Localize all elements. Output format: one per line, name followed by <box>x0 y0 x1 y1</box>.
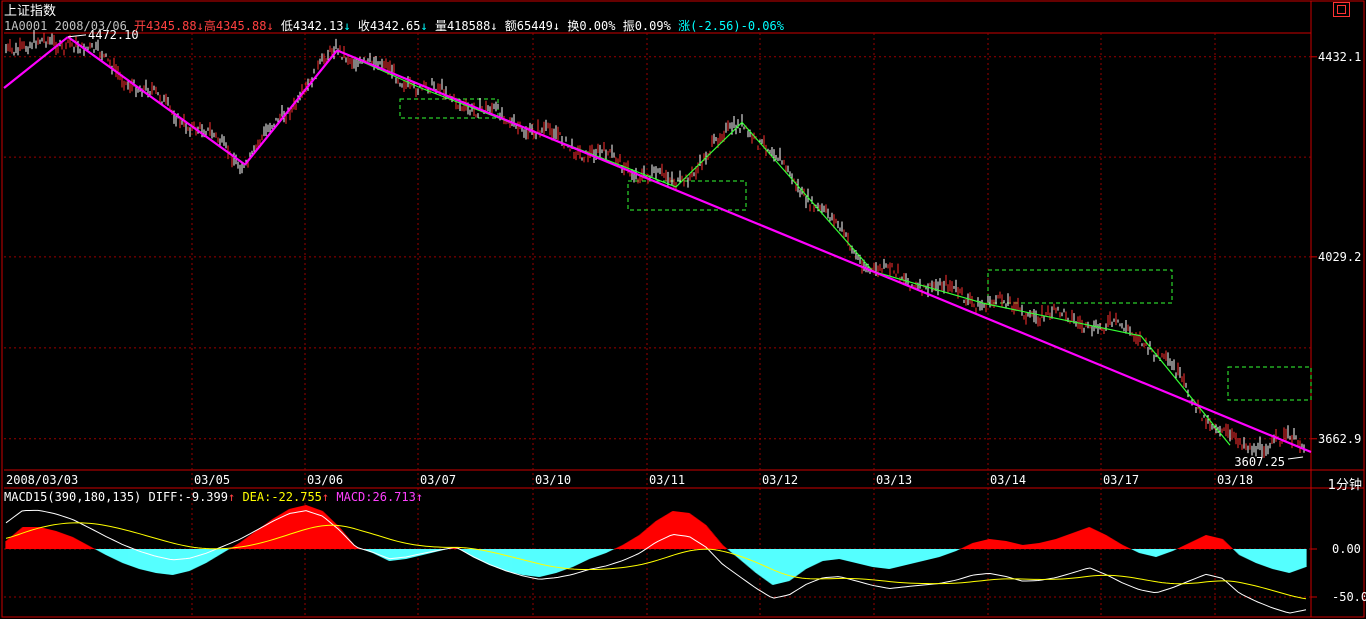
quote-info-segment: 振0.09% <box>622 19 679 33</box>
time-tick-label: 03/10 <box>535 473 571 487</box>
time-tick-label: 03/18 <box>1217 473 1253 487</box>
time-tick-label: 03/13 <box>876 473 912 487</box>
trendline <box>3 36 69 89</box>
quote-info-segment: 量418588 <box>434 19 491 33</box>
trendline <box>244 49 338 166</box>
macd-tick-label: -50.00 <box>1332 590 1366 604</box>
quote-info-segment: 收4342.65 <box>357 19 421 33</box>
quote-info-segment: ↓ <box>196 19 204 33</box>
macd-info-segment: DIFF:-9.399 <box>148 490 228 504</box>
price-tick-label: 4029.2 <box>1318 250 1361 264</box>
quote-info-segment: 开4345.88 <box>134 19 197 33</box>
macd-info-segment: ↑ <box>321 490 337 504</box>
quote-info-line: 1A0001 2008/03/06 开4345.88↓高4345.88↓ 低43… <box>4 17 784 34</box>
trendline <box>336 49 1312 454</box>
diff-line <box>5 509 1307 614</box>
time-tick-label: 03/07 <box>420 473 456 487</box>
quote-info-segment: ↓ <box>420 19 435 33</box>
price-tick-label: 3662.9 <box>1318 432 1361 446</box>
high-annotation: 4472.10 <box>88 28 139 42</box>
time-tick-label: 2008/03/03 <box>6 473 78 487</box>
quote-info-segment: ↓ <box>490 19 505 33</box>
macd-info-segment: MACD15(390,180,135) <box>4 490 149 504</box>
consolidation-box <box>987 269 1173 304</box>
quote-info-segment: 低4342.13 <box>280 19 344 33</box>
time-tick-label: 03/14 <box>990 473 1026 487</box>
macd-info-segment: ↑ <box>415 490 424 504</box>
time-tick-label: 03/17 <box>1103 473 1139 487</box>
period-selector[interactable]: 1分钟 <box>1327 478 1362 493</box>
macd-info-segment: ↑ <box>227 490 243 504</box>
consolidation-box <box>399 98 499 119</box>
maximize-icon[interactable] <box>1333 2 1350 17</box>
trendline <box>67 36 246 166</box>
quote-info-segment: 1A0001 2008/03/06 <box>4 19 135 33</box>
low-marker-line <box>1287 456 1304 460</box>
macd-info-segment: MACD:26.713 <box>336 490 416 504</box>
quote-info-segment: ↓ <box>266 19 281 33</box>
time-tick-label: 03/05 <box>194 473 230 487</box>
time-tick-label: 03/11 <box>649 473 685 487</box>
high-marker-line <box>67 34 87 38</box>
quote-info-segment: ↓ <box>343 19 358 33</box>
quote-info-segment: 额65449 <box>504 19 553 33</box>
dea-line <box>5 522 1307 600</box>
macd-info-line: MACD15(390,180,135) DIFF:-9.399↑ DEA:-22… <box>4 490 423 504</box>
index-title: 上证指数 <box>4 4 57 19</box>
quote-info-segment: ↓ <box>552 19 568 33</box>
zigzag-line <box>67 36 1231 446</box>
quote-info-segment: 高4345.88 <box>203 19 267 33</box>
macd-info-segment: DEA:-22.755 <box>242 490 322 504</box>
price-tick-label: 4432.1 <box>1318 50 1361 64</box>
consolidation-box <box>1227 366 1312 401</box>
macd-tick-label: 0.00 <box>1332 542 1361 556</box>
time-tick-label: 03/12 <box>762 473 798 487</box>
consolidation-box <box>627 180 747 211</box>
quote-info-segment: 涨(-2.56)-0.06% <box>678 19 784 33</box>
low-annotation: 3607.25 <box>1234 455 1285 469</box>
time-tick-label: 03/06 <box>307 473 343 487</box>
quote-info-segment: 换0.00% <box>567 19 623 33</box>
